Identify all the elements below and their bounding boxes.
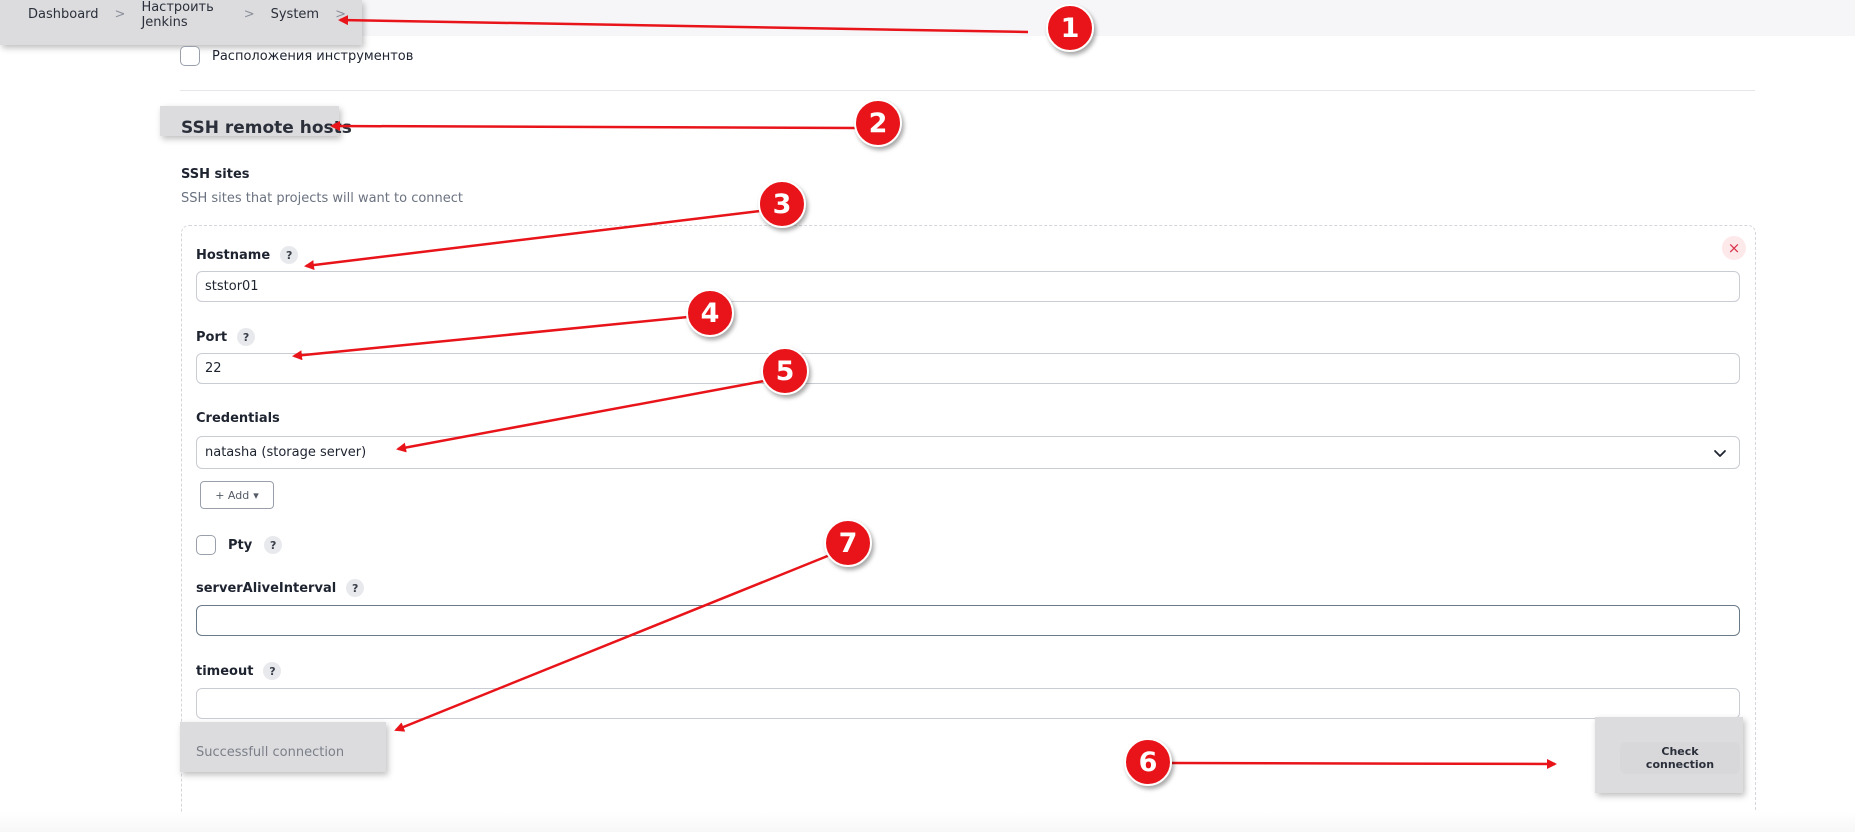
help-icon[interactable]: ? — [263, 662, 282, 680]
add-credentials-button[interactable]: + Add ▾ — [200, 481, 274, 509]
credentials-label-text: Credentials — [196, 411, 280, 426]
hostname-label-text: Hostname — [196, 247, 271, 263]
check-connection-button[interactable]: Check connection — [1620, 742, 1740, 774]
add-button-label: + Add — [215, 488, 250, 502]
annotation-badge-1: 1 — [1046, 4, 1094, 52]
help-icon[interactable]: ? — [264, 536, 283, 554]
help-icon[interactable]: ? — [280, 246, 299, 264]
annotation-badge-3: 3 — [758, 180, 806, 228]
help-icon[interactable]: ? — [237, 328, 256, 346]
annotation-badge-7: 7 — [824, 519, 872, 567]
tool-locations-label: Расположения инструментов — [212, 48, 414, 64]
port-label-text: Port — [196, 329, 228, 345]
close-icon[interactable]: × — [1722, 236, 1746, 260]
credentials-label: Credentials — [196, 411, 280, 426]
help-icon[interactable]: ? — [346, 579, 365, 597]
status-highlight — [180, 722, 386, 772]
hostname-input[interactable] — [196, 271, 1740, 302]
breadcrumb-separator-icon: > — [335, 7, 346, 22]
breadcrumb-configure-jenkins[interactable]: Настроить Jenkins — [141, 0, 214, 30]
breadcrumb: Dashboard > Настроить Jenkins > System > — [0, 0, 362, 45]
section-title: SSH remote hosts — [181, 118, 352, 138]
port-input[interactable] — [196, 353, 1740, 384]
tool-locations-checkbox[interactable] — [180, 46, 200, 66]
breadcrumb-separator-icon: > — [243, 7, 255, 22]
port-label: Port ? — [196, 328, 256, 346]
connection-status: Successfull connection — [196, 745, 345, 760]
credentials-select[interactable]: natasha (storage server) — [196, 436, 1740, 469]
bottom-fade — [0, 812, 1855, 832]
annotation-badge-2: 2 — [854, 99, 902, 147]
pty-row: Pty ? — [196, 535, 283, 555]
ssh-sites-label: SSH sites — [181, 167, 250, 182]
annotation-badge-5: 5 — [761, 347, 809, 395]
annotation-badge-4: 4 — [686, 289, 734, 337]
credentials-selected-value: natasha (storage server) — [205, 445, 367, 460]
server-alive-interval-label: serverAliveInterval ? — [196, 579, 365, 597]
annotation-badge-6: 6 — [1124, 738, 1172, 786]
section-divider — [180, 90, 1755, 91]
timeout-label: timeout ? — [196, 662, 282, 680]
caret-down-icon: ▾ — [253, 488, 259, 502]
server-alive-interval-input[interactable] — [196, 605, 1740, 636]
chevron-down-icon — [1714, 449, 1726, 457]
annotation-arrow-2 — [330, 121, 856, 132]
pty-label: Pty — [228, 537, 253, 553]
ssh-sites-description: SSH sites that projects will want to con… — [181, 191, 464, 206]
server-alive-interval-label-text: serverAliveInterval — [196, 580, 337, 596]
pty-checkbox[interactable] — [196, 535, 216, 555]
timeout-input[interactable] — [196, 688, 1740, 719]
breadcrumb-separator-icon: > — [114, 7, 126, 22]
section-title-highlight — [160, 106, 339, 136]
timeout-label-text: timeout — [196, 663, 254, 679]
ssh-site-repeatable — [181, 225, 1756, 832]
breadcrumb-dashboard[interactable]: Dashboard — [28, 7, 99, 22]
hostname-label: Hostname ? — [196, 246, 299, 264]
breadcrumb-system[interactable]: System — [270, 7, 320, 22]
tool-locations-row: Расположения инструментов — [180, 46, 413, 66]
